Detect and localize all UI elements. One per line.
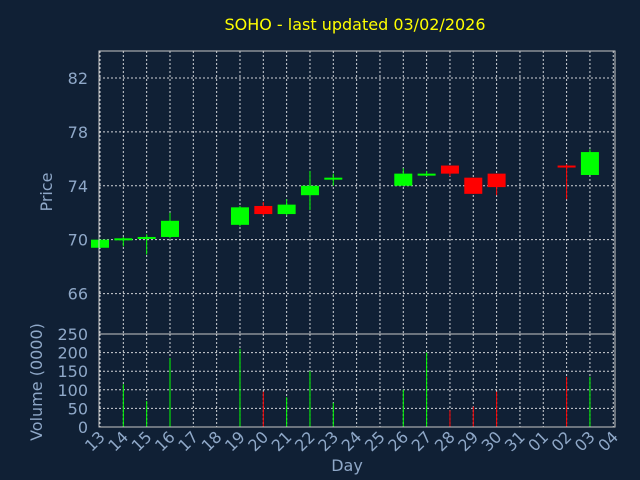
volume-grid	[99, 334, 615, 427]
candle-body	[557, 165, 576, 168]
chart-title: SOHO - last updated 03/02/2026	[224, 15, 485, 34]
price-tick-label: 82	[68, 69, 88, 88]
price-tick-label: 66	[68, 285, 88, 304]
candle-body	[114, 238, 133, 241]
volume-tick-label: 0	[78, 418, 88, 437]
candle-body	[137, 236, 156, 239]
candle-body	[277, 204, 296, 215]
candle-body	[324, 177, 343, 180]
volume-tick-label: 100	[57, 381, 88, 400]
x-tick-label: 04	[594, 427, 622, 455]
candle-body	[487, 173, 506, 188]
price-grid	[99, 51, 615, 334]
candle-body	[464, 177, 483, 194]
volume-series	[122, 348, 591, 427]
candle-body	[580, 152, 599, 175]
candle-body	[160, 220, 179, 237]
candlestick-series	[91, 149, 599, 255]
price-axis-title: Price	[37, 172, 56, 211]
price-tick-label: 70	[68, 231, 88, 250]
candle-body	[417, 173, 436, 176]
candle-body	[91, 239, 109, 248]
candle-body	[300, 185, 319, 196]
x-axis-title: Day	[331, 456, 363, 475]
volume-axis-title: Volume (0000)	[27, 323, 46, 441]
price-tick-label: 74	[68, 177, 88, 196]
volume-tick-label: 150	[57, 362, 88, 381]
candle-body	[230, 207, 249, 225]
candle-body	[254, 205, 273, 215]
volume-tick-label: 200	[57, 344, 88, 363]
price-y-ticks: 66 70 74 78 82	[68, 69, 88, 304]
candle-body	[440, 165, 459, 174]
x-ticks: 1314151617181920212223242526272829303101…	[81, 427, 622, 455]
candle-body	[394, 173, 413, 186]
price-tick-label: 78	[68, 123, 88, 142]
volume-panel-frame	[98, 333, 616, 428]
volume-tick-label: 50	[68, 399, 88, 418]
volume-tick-label: 250	[57, 325, 88, 344]
